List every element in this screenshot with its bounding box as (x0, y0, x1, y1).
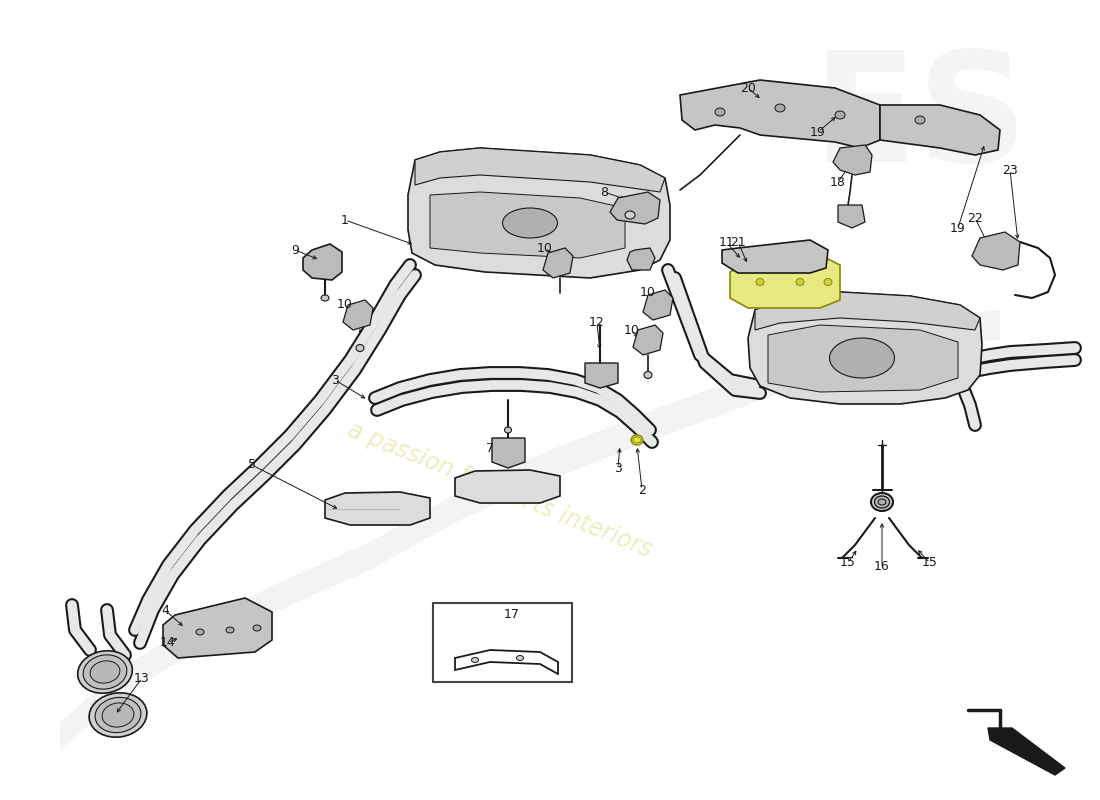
Polygon shape (408, 148, 670, 278)
Text: 21: 21 (730, 235, 746, 249)
Ellipse shape (95, 698, 141, 733)
Ellipse shape (829, 338, 894, 378)
Ellipse shape (196, 629, 204, 635)
Text: 11: 11 (719, 237, 735, 250)
Polygon shape (632, 325, 663, 355)
Polygon shape (455, 470, 560, 503)
Text: 16: 16 (874, 561, 890, 574)
Polygon shape (627, 248, 654, 270)
Text: 20: 20 (740, 82, 756, 94)
Text: 10: 10 (640, 286, 656, 299)
Text: 5: 5 (248, 458, 256, 471)
Polygon shape (324, 492, 430, 525)
Text: 15: 15 (840, 557, 856, 570)
Ellipse shape (517, 655, 524, 661)
Polygon shape (768, 325, 958, 392)
Text: 1: 1 (341, 214, 349, 226)
Ellipse shape (776, 104, 785, 112)
Ellipse shape (472, 658, 478, 662)
Polygon shape (343, 300, 373, 330)
Polygon shape (755, 292, 980, 330)
Ellipse shape (915, 116, 925, 124)
Polygon shape (610, 192, 660, 224)
Polygon shape (880, 105, 1000, 155)
Ellipse shape (102, 703, 134, 727)
Polygon shape (644, 290, 673, 320)
Text: 15: 15 (922, 557, 938, 570)
Text: 3: 3 (331, 374, 339, 386)
Ellipse shape (503, 208, 558, 238)
Ellipse shape (78, 650, 132, 694)
Text: 10: 10 (337, 298, 353, 311)
Polygon shape (838, 205, 865, 228)
Polygon shape (680, 80, 880, 148)
Polygon shape (722, 240, 828, 273)
Ellipse shape (226, 627, 234, 633)
Text: ES: ES (813, 46, 1027, 194)
Ellipse shape (625, 211, 635, 219)
Ellipse shape (632, 437, 641, 443)
Polygon shape (833, 145, 872, 175)
Polygon shape (748, 292, 982, 404)
Ellipse shape (715, 108, 725, 116)
Ellipse shape (878, 499, 886, 505)
Text: 22: 22 (967, 211, 983, 225)
Polygon shape (730, 255, 840, 308)
Ellipse shape (874, 496, 890, 508)
Text: 8: 8 (600, 186, 608, 198)
Text: 4: 4 (161, 603, 169, 617)
Text: 18: 18 (830, 175, 846, 189)
Text: 10: 10 (537, 242, 553, 254)
Text: 3: 3 (614, 462, 622, 474)
Polygon shape (543, 248, 573, 278)
Text: 14: 14 (161, 637, 176, 650)
Text: 13: 13 (134, 671, 150, 685)
Text: 7: 7 (486, 442, 494, 454)
Polygon shape (585, 363, 618, 388)
Ellipse shape (756, 278, 764, 286)
Text: 19: 19 (810, 126, 826, 138)
Text: 2: 2 (638, 483, 646, 497)
Ellipse shape (89, 693, 147, 737)
Text: 9: 9 (292, 243, 299, 257)
Polygon shape (163, 598, 272, 658)
Polygon shape (60, 310, 1000, 750)
Text: a passion for parts interiors: a passion for parts interiors (344, 418, 656, 562)
Polygon shape (988, 728, 1065, 775)
Ellipse shape (321, 295, 329, 301)
Ellipse shape (356, 345, 364, 351)
Text: 10: 10 (624, 323, 640, 337)
Ellipse shape (631, 435, 644, 445)
Ellipse shape (824, 278, 832, 286)
Ellipse shape (871, 493, 893, 511)
Ellipse shape (90, 661, 120, 683)
Polygon shape (492, 438, 525, 468)
Text: 23: 23 (1002, 163, 1018, 177)
Ellipse shape (644, 371, 652, 378)
Ellipse shape (835, 111, 845, 119)
Polygon shape (430, 192, 625, 258)
Ellipse shape (84, 655, 126, 689)
Text: 19: 19 (950, 222, 966, 234)
Ellipse shape (505, 427, 512, 433)
Polygon shape (972, 232, 1020, 270)
Polygon shape (415, 148, 666, 192)
Polygon shape (302, 244, 342, 280)
Ellipse shape (796, 278, 804, 286)
FancyBboxPatch shape (433, 603, 572, 682)
Ellipse shape (253, 625, 261, 631)
Text: 12: 12 (590, 317, 605, 330)
Text: 17: 17 (504, 609, 520, 622)
